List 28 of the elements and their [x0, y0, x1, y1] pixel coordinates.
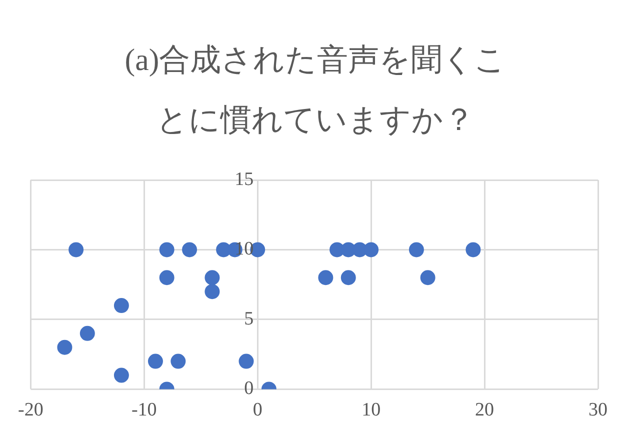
y-tick-label: 0	[244, 378, 254, 400]
point	[57, 340, 72, 355]
point	[420, 270, 436, 286]
point	[159, 270, 174, 286]
point	[114, 298, 129, 314]
x-tick-label: -10	[131, 400, 157, 421]
x-tick-label: -20	[18, 400, 44, 421]
point	[408, 242, 424, 258]
point	[204, 284, 220, 300]
point	[238, 354, 254, 369]
point	[170, 354, 186, 369]
point	[68, 242, 84, 258]
x-tick-label: 20	[475, 400, 494, 421]
point	[114, 368, 129, 383]
y-tick-label: 5	[244, 308, 254, 330]
y-tick-label: 15	[234, 168, 254, 190]
point	[148, 354, 163, 369]
x-tick-label: 30	[588, 400, 608, 421]
point	[182, 242, 198, 258]
point	[364, 242, 379, 258]
point	[204, 270, 220, 286]
point	[80, 326, 95, 341]
point	[159, 242, 174, 258]
chart-title: (a)合成された音声を聞くことに慣れていますか？	[124, 41, 508, 139]
point	[318, 270, 334, 286]
point	[340, 270, 356, 286]
x-tick-label: 10	[362, 400, 381, 421]
point	[466, 242, 481, 258]
